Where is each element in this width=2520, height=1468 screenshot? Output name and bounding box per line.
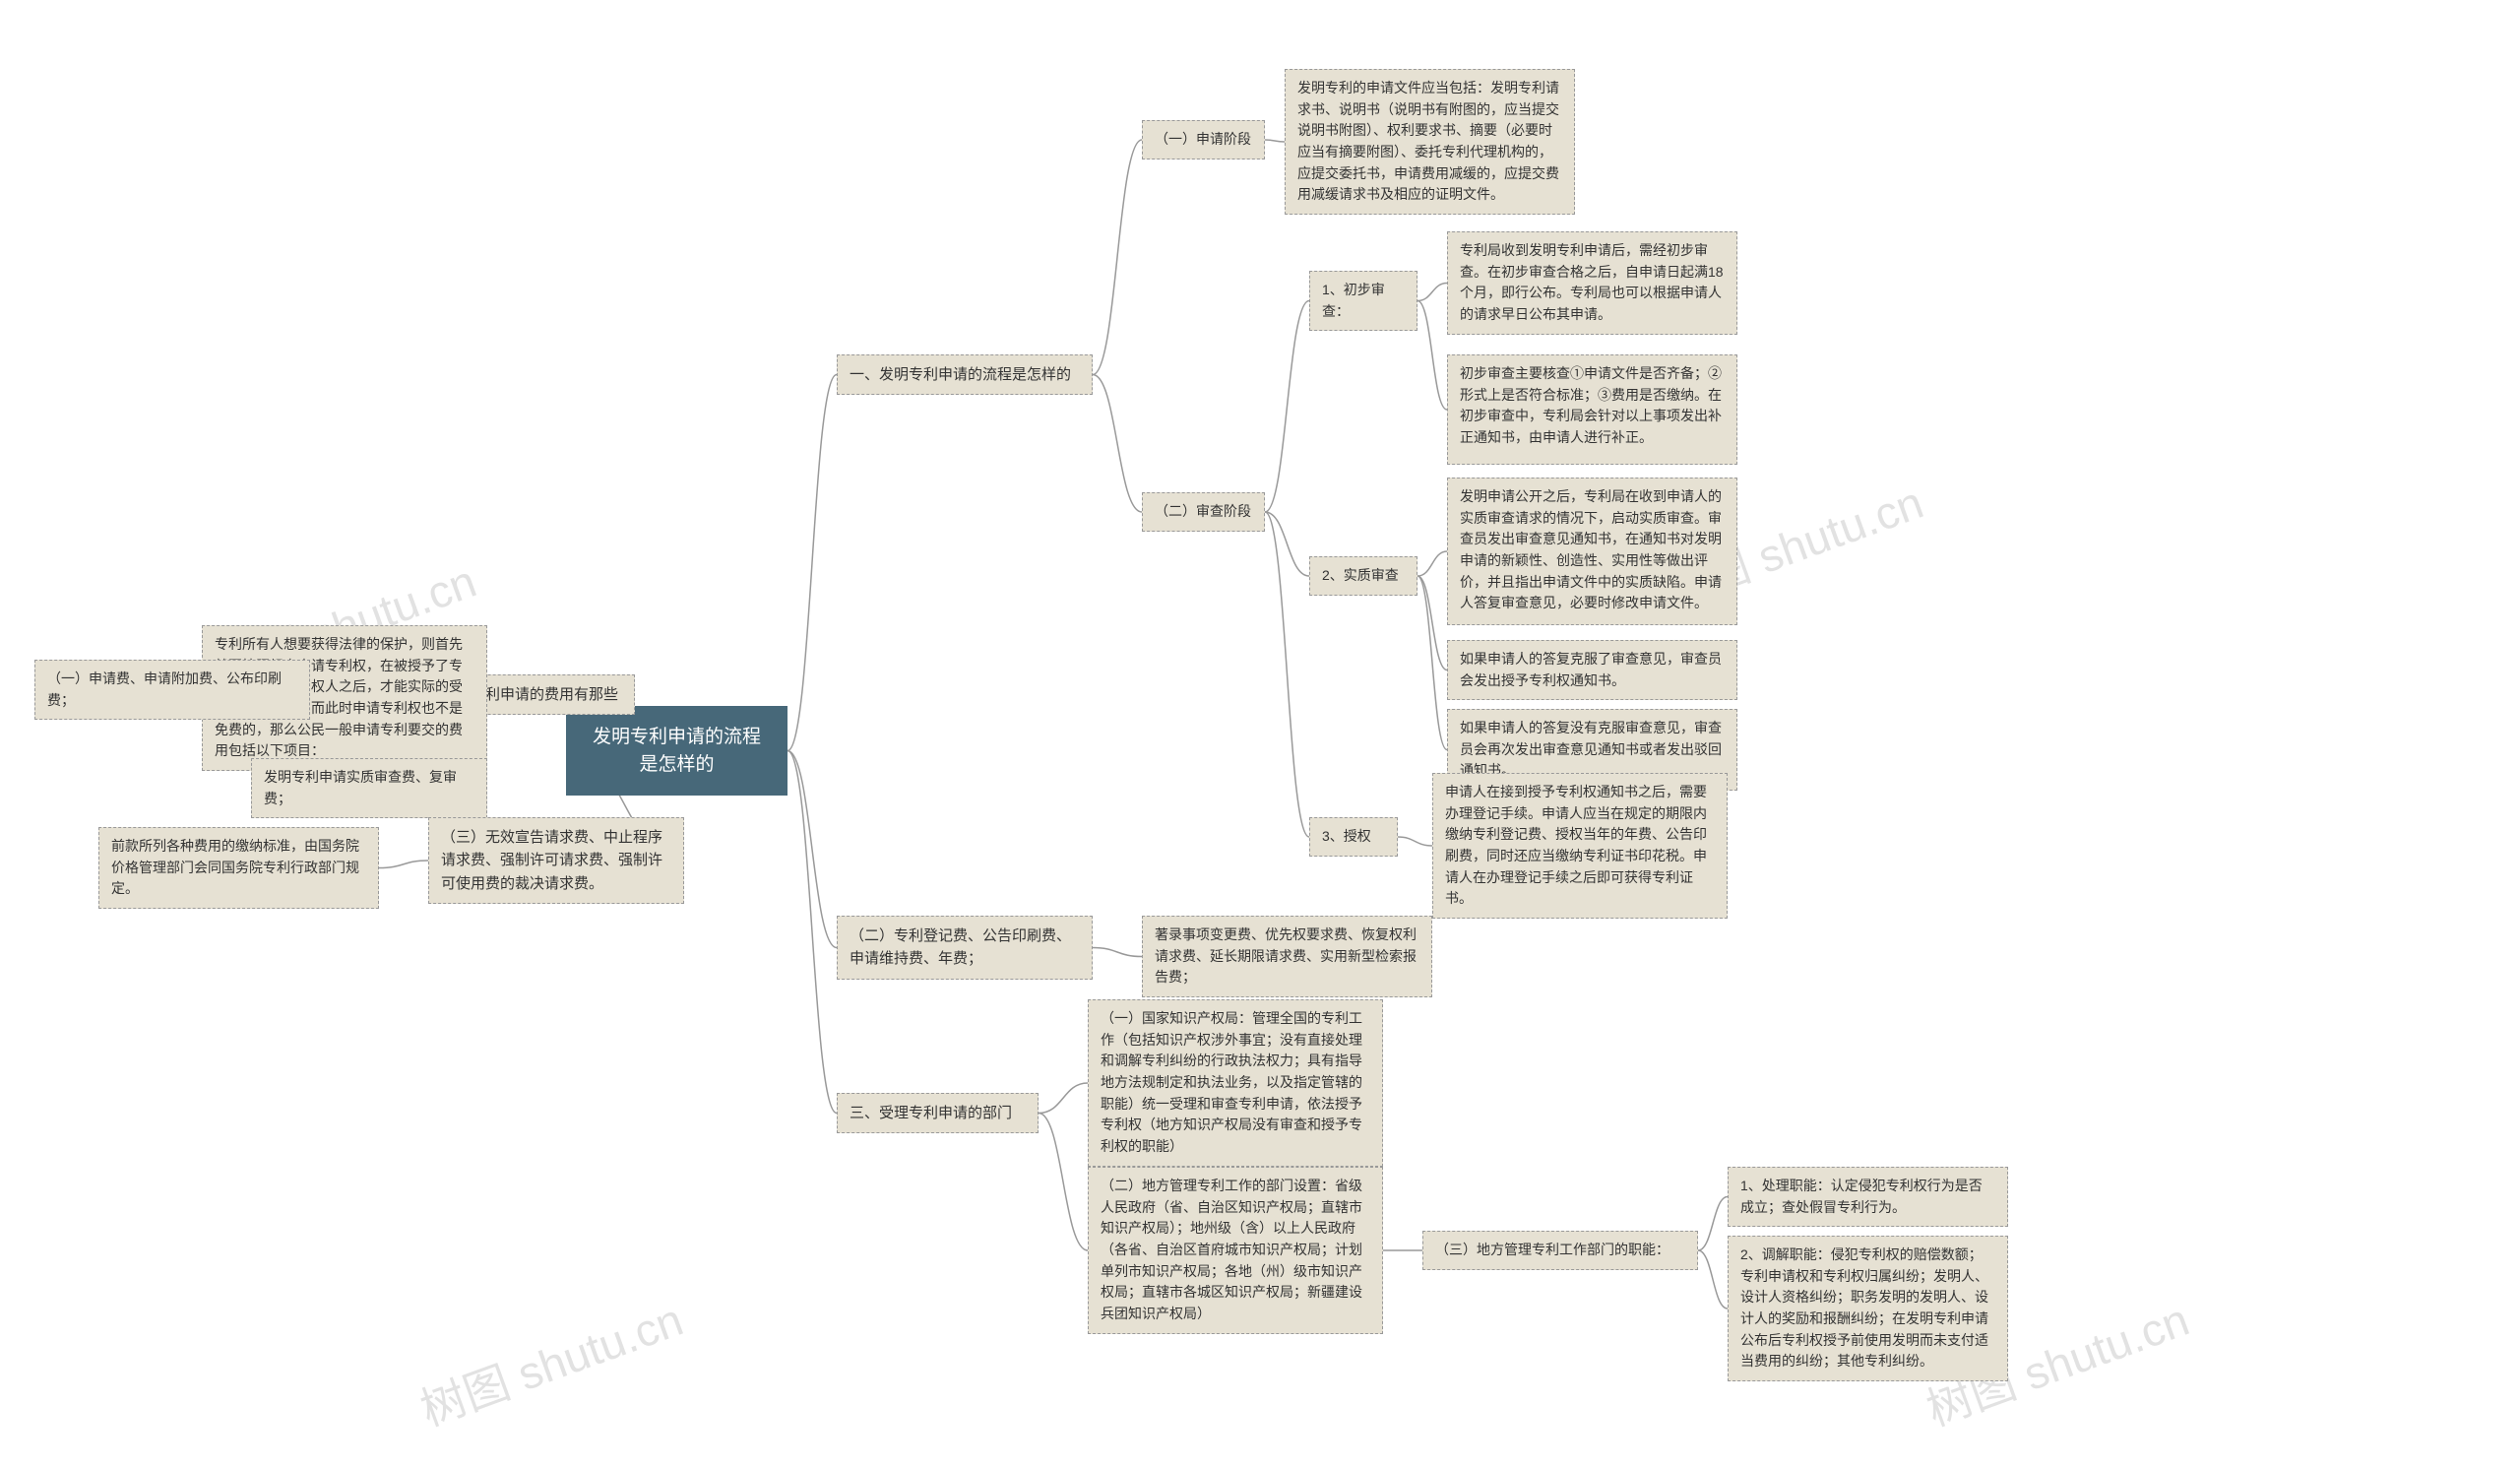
section-3-c[interactable]: （三）地方管理专利工作部门的职能： (1422, 1231, 1698, 1270)
section-3-b: （二）地方管理专利工作的部门设置：省级人民政府（省、自治区知识产权局；直辖市知识… (1088, 1167, 1383, 1334)
section-1-b-2-b: 如果申请人的答复克服了审查意见，审查员会发出授予专利权通知书。 (1447, 640, 1737, 700)
left-section-1-c: 发明专利申请实质审查费、复审费； (251, 758, 487, 818)
section-3[interactable]: 三、受理专利申请的部门 (837, 1093, 1039, 1133)
section-1-b-3-a: 申请人在接到授予专利权通知书之后，需要办理登记手续。申请人应当在规定的期限内缴纳… (1432, 773, 1728, 919)
section-1-b-2-a: 发明申请公开之后，专利局在收到申请人的实质审查请求的情况下，启动实质审查。审查员… (1447, 478, 1737, 625)
section-1-b[interactable]: （二）审查阶段 (1142, 492, 1265, 532)
section-1-b-1[interactable]: 1、初步审查： (1309, 271, 1418, 331)
section-1-a-detail: 发明专利的申请文件应当包括：发明专利请求书、说明书（说明书有附图的，应当提交说明… (1285, 69, 1575, 215)
section-1-a[interactable]: （一）申请阶段 (1142, 120, 1265, 160)
section-3-a: （一）国家知识产权局：管理全国的专利工作（包括知识产权涉外事宜；没有直接处理和调… (1088, 999, 1383, 1167)
section-1-b-1-b: 初步审查主要核查①申请文件是否齐备；②形式上是否符合标准；③费用是否缴纳。在初步… (1447, 354, 1737, 465)
section-2-a: 著录事项变更费、优先权要求费、恢复权利请求费、延长期限请求费、实用新型检索报告费… (1142, 916, 1432, 997)
left-section-1-b: （一）申请费、申请附加费、公布印刷费； (34, 660, 310, 720)
left-section-2[interactable]: （三）无效宣告请求费、中止程序请求费、强制许可请求费、强制许可使用费的裁决请求费… (428, 817, 684, 904)
watermark: 树图 shutu.cn (410, 1284, 690, 1438)
left-section-2-a: 前款所列各种费用的缴纳标准，由国务院价格管理部门会同国务院专利行政部门规定。 (98, 827, 379, 909)
root-node[interactable]: 发明专利申请的流程是怎样的 (566, 706, 788, 796)
section-2[interactable]: （二）专利登记费、公告印刷费、申请维持费、年费； (837, 916, 1093, 980)
section-1-b-1-a: 专利局收到发明专利申请后，需经初步审查。在初步审查合格之后，自申请日起满18个月… (1447, 231, 1737, 335)
section-1-b-3[interactable]: 3、授权 (1309, 817, 1398, 857)
section-3-c-1: 1、处理职能：认定侵犯专利权行为是否成立；查处假冒专利行为。 (1728, 1167, 2008, 1227)
section-1[interactable]: 一、发明专利申请的流程是怎样的 (837, 354, 1093, 395)
section-3-c-2: 2、调解职能：侵犯专利权的赔偿数额；专利申请权和专利权归属纠纷；发明人、设计人资… (1728, 1236, 2008, 1381)
section-1-b-2[interactable]: 2、实质审查 (1309, 556, 1418, 596)
